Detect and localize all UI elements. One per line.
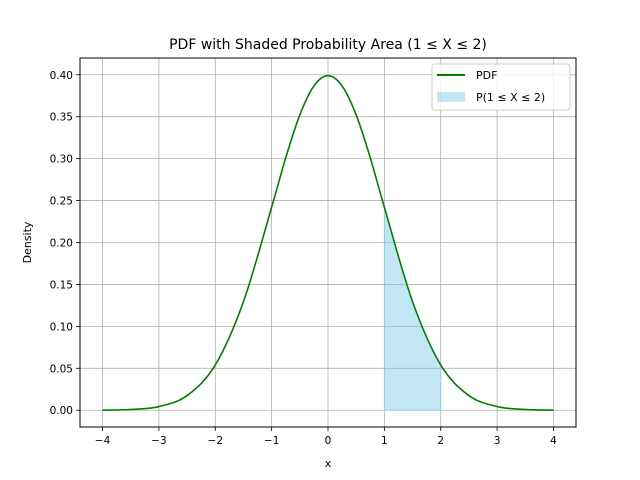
grid — [80, 58, 576, 427]
x-tick-label: 4 — [550, 435, 557, 447]
x-tick-label: −1 — [264, 435, 279, 447]
legend: PDF P(1 ≤ X ≤ 2) — [431, 63, 571, 111]
legend-pdf-label: PDF — [476, 69, 497, 82]
y-tick-label: 0.05 — [50, 363, 73, 375]
legend-area-swatch — [437, 92, 465, 102]
y-tick-label: 0.20 — [50, 238, 73, 250]
y-tick-label: 0.30 — [50, 154, 73, 166]
y-tick-label: 0.10 — [50, 321, 73, 333]
x-tick-label: 0 — [325, 435, 332, 447]
x-tick-label: −2 — [208, 435, 223, 447]
x-tick-label: −4 — [95, 435, 111, 447]
y-tick-label: 0.15 — [50, 279, 73, 291]
x-tick-label: 1 — [381, 435, 388, 447]
pdf-line-layer — [102, 74, 554, 411]
pdf-line — [102, 74, 554, 411]
y-tick-label: 0.00 — [50, 405, 73, 417]
y-tick-label: 0.40 — [50, 70, 73, 82]
x-axis-label: x — [325, 457, 332, 470]
legend-box — [431, 63, 571, 111]
axis-ticks: −4 −3 −2 −1 0 1 2 3 4 0.00 0.05 0.10 0.15 0.20 0.25 0.3… — [50, 70, 558, 447]
y-tick-label: 0.35 — [50, 112, 73, 124]
legend-area-label: P(1 ≤ X ≤ 2) — [476, 91, 545, 104]
x-tick-label: −3 — [151, 435, 166, 447]
y-axis-label: Density — [21, 221, 34, 263]
x-tick-label: 2 — [437, 435, 444, 447]
y-tick-label: 0.25 — [50, 196, 73, 208]
chart-title: PDF with Shaded Probability Area (1 ≤ X … — [169, 37, 487, 53]
x-tick-label: 3 — [494, 435, 501, 447]
